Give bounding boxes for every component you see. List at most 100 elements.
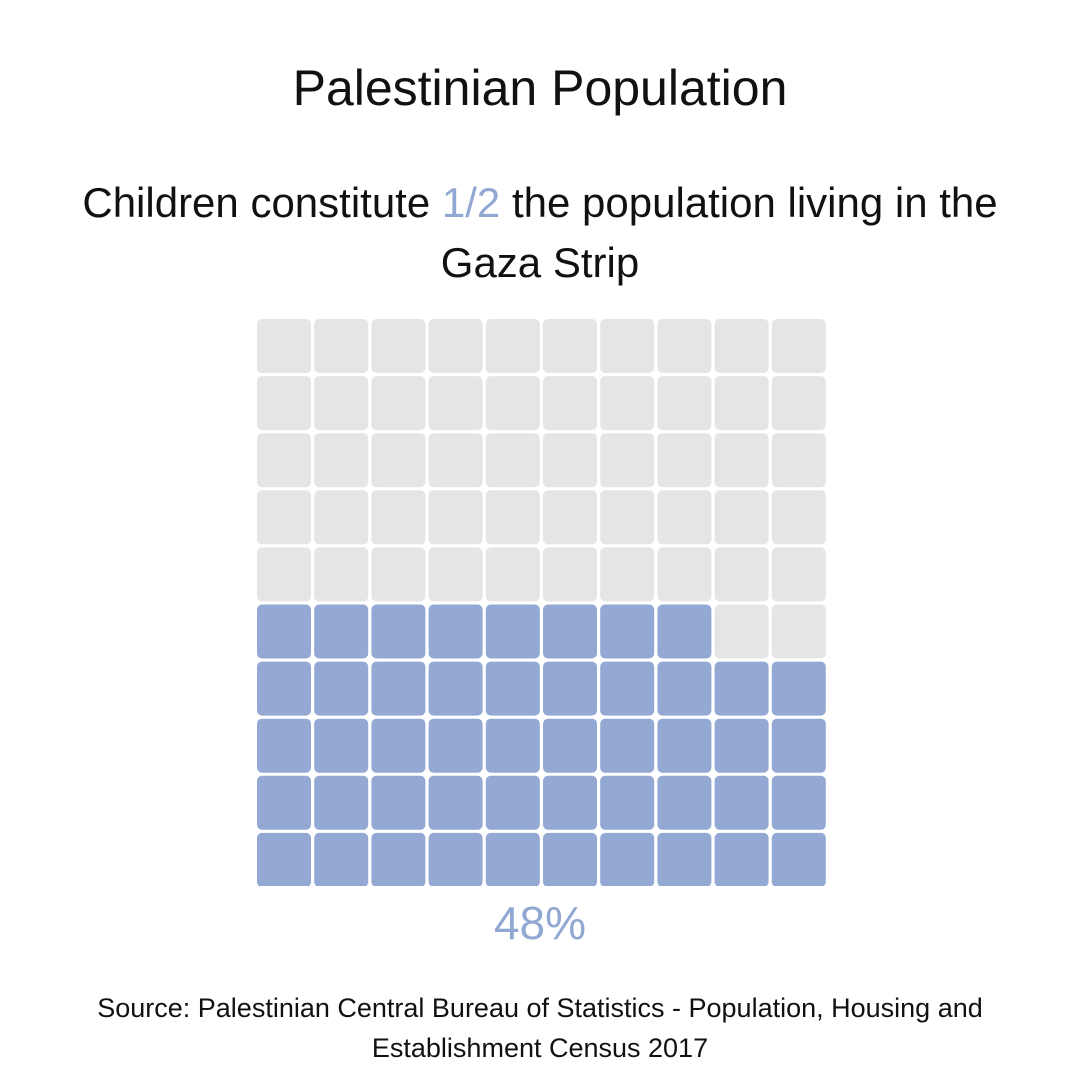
waffle-cell-filled [714, 832, 769, 886]
waffle-cell-empty [543, 490, 597, 545]
waffle-cell-empty [428, 376, 483, 431]
waffle-cell-empty [485, 319, 540, 373]
waffle-cell-filled [485, 775, 540, 830]
waffle-cell-filled [314, 661, 369, 716]
waffle-cell-filled [771, 775, 826, 830]
waffle-cell-filled [485, 718, 540, 773]
waffle-cell-empty [314, 490, 369, 545]
waffle-cell-empty [714, 490, 769, 545]
waffle-cell-filled [543, 718, 597, 773]
waffle-cell-empty [657, 547, 712, 602]
waffle-cell-empty [371, 490, 426, 545]
subtitle-text-before: Children constitute [82, 179, 442, 226]
waffle-cell-filled [371, 832, 426, 886]
waffle-cell-filled [371, 718, 426, 773]
waffle-cell-filled [371, 604, 426, 659]
waffle-cell-filled [771, 832, 826, 886]
waffle-chart [257, 319, 826, 886]
waffle-cell-empty [600, 433, 655, 488]
waffle-cell-empty [485, 547, 540, 602]
waffle-cell-empty [314, 547, 369, 602]
waffle-cell-filled [600, 775, 655, 830]
waffle-cell-empty [771, 490, 826, 545]
waffle-cell-empty [428, 433, 483, 488]
waffle-cell-empty [485, 376, 540, 431]
waffle-cell-filled [314, 832, 369, 886]
waffle-cell-filled [714, 718, 769, 773]
waffle-cell-empty [771, 604, 826, 659]
waffle-cell-empty [543, 547, 597, 602]
waffle-cell-empty [771, 433, 826, 488]
waffle-cell-filled [485, 604, 540, 659]
waffle-cell-empty [257, 433, 311, 488]
waffle-cell-empty [600, 490, 655, 545]
waffle-cell-filled [714, 775, 769, 830]
waffle-cell-empty [428, 319, 483, 373]
waffle-cell-filled [314, 718, 369, 773]
waffle-cell-filled [771, 718, 826, 773]
waffle-cell-filled [428, 604, 483, 659]
waffle-cell-filled [600, 718, 655, 773]
waffle-cell-filled [543, 775, 597, 830]
waffle-cell-empty [600, 319, 655, 373]
waffle-cell-filled [543, 604, 597, 659]
waffle-cell-empty [371, 547, 426, 602]
waffle-cell-empty [371, 433, 426, 488]
waffle-cell-empty [657, 319, 712, 373]
waffle-cell-filled [657, 775, 712, 830]
waffle-cell-filled [314, 604, 369, 659]
waffle-cell-filled [485, 661, 540, 716]
waffle-cell-filled [314, 775, 369, 830]
waffle-cell-filled [543, 832, 597, 886]
waffle-cell-empty [714, 547, 769, 602]
waffle-cell-filled [257, 832, 311, 886]
waffle-cell-empty [257, 490, 311, 545]
waffle-cell-filled [428, 718, 483, 773]
waffle-cell-filled [428, 775, 483, 830]
waffle-cell-filled [600, 832, 655, 886]
waffle-cell-empty [657, 433, 712, 488]
waffle-cell-empty [714, 319, 769, 373]
waffle-cell-filled [657, 832, 712, 886]
waffle-cell-empty [257, 376, 311, 431]
waffle-cell-empty [714, 433, 769, 488]
subtitle-text-after: the population living in the Gaza Strip [440, 179, 998, 286]
waffle-cell-empty [257, 547, 311, 602]
waffle-cell-empty [314, 433, 369, 488]
waffle-cell-empty [371, 319, 426, 373]
waffle-cell-filled [600, 661, 655, 716]
waffle-cell-empty [428, 547, 483, 602]
waffle-cell-empty [314, 319, 369, 373]
waffle-cell-empty [314, 376, 369, 431]
waffle-cell-empty [485, 433, 540, 488]
waffle-cell-empty [771, 547, 826, 602]
waffle-cell-filled [600, 604, 655, 659]
waffle-cell-empty [543, 433, 597, 488]
waffle-cell-empty [543, 376, 597, 431]
waffle-cell-filled [257, 718, 311, 773]
subtitle-highlight-fraction: 1/2 [441, 179, 501, 226]
waffle-cell-filled [257, 604, 311, 659]
waffle-cell-filled [257, 661, 311, 716]
waffle-cell-empty [771, 376, 826, 431]
waffle-cell-empty [428, 490, 483, 545]
waffle-cell-empty [714, 604, 769, 659]
waffle-cell-filled [428, 661, 483, 716]
waffle-cell-filled [257, 775, 311, 830]
chart-title: Palestinian Population [292, 60, 788, 116]
waffle-cell-filled [428, 832, 483, 886]
waffle-cell-empty [600, 547, 655, 602]
waffle-cell-filled [543, 661, 597, 716]
waffle-cell-empty [771, 319, 826, 373]
waffle-cell-filled [657, 661, 712, 716]
percent-label: 48% [493, 897, 587, 949]
waffle-cell-empty [371, 376, 426, 431]
waffle-cell-empty [257, 319, 311, 373]
waffle-cell-filled [771, 661, 826, 716]
waffle-cell-empty [543, 319, 597, 373]
waffle-cell-empty [485, 490, 540, 545]
waffle-cell-filled [371, 661, 426, 716]
waffle-cell-filled [657, 718, 712, 773]
waffle-cell-empty [657, 376, 712, 431]
waffle-cell-filled [485, 832, 540, 886]
